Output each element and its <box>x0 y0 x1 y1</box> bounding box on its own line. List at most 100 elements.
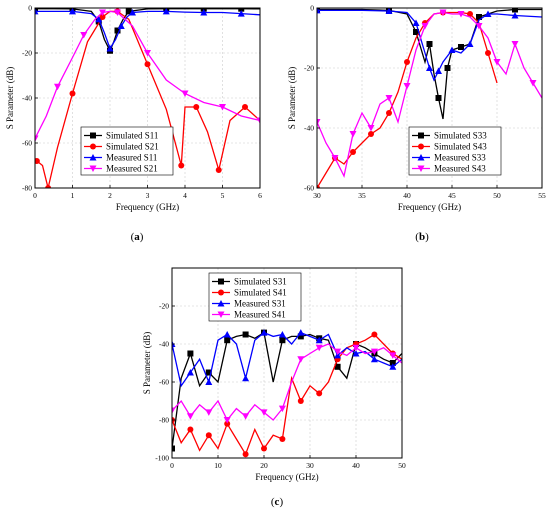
data-point <box>476 14 482 20</box>
legend-label: Simulated S43 <box>434 142 487 152</box>
data-point <box>352 344 360 352</box>
data-point <box>404 59 410 65</box>
data-point <box>114 27 121 34</box>
data-point <box>35 158 40 164</box>
data-point <box>106 45 114 52</box>
data-point <box>54 83 61 91</box>
data-point <box>334 363 341 370</box>
legend-marker <box>90 132 96 139</box>
legend-marker <box>218 289 224 296</box>
data-point <box>260 329 268 336</box>
caption-close: ) <box>425 231 429 243</box>
legend-label: Measured S21 <box>106 164 158 174</box>
data-point <box>114 9 121 16</box>
y-tick-label: -40 <box>159 340 169 349</box>
legend-label: Simulated S21 <box>106 142 159 152</box>
legend-label: Measured S11 <box>106 153 157 163</box>
data-point <box>242 413 250 420</box>
y-tick-label: -60 <box>304 184 314 193</box>
data-point <box>466 40 474 47</box>
y-axis-label: S Parameter (dB) <box>287 67 297 129</box>
data-point <box>205 378 213 385</box>
y-tick-label: 0 <box>310 4 314 13</box>
y-tick-label: -20 <box>304 64 314 73</box>
data-point <box>367 125 375 132</box>
y-tick-label: 0 <box>28 4 32 13</box>
legend-label: Simulated S11 <box>106 131 158 141</box>
x-tick-label: 50 <box>398 461 406 470</box>
data-point <box>69 90 76 97</box>
data-point <box>172 445 175 452</box>
data-point <box>317 8 321 14</box>
legend-marker <box>89 165 97 172</box>
data-point <box>162 8 170 15</box>
data-point <box>297 356 305 363</box>
legend-marker <box>418 143 424 150</box>
panel-caption: (c) <box>271 496 284 508</box>
data-point <box>223 331 231 338</box>
legend-label: Measured S31 <box>234 299 286 309</box>
x-tick-label: 55 <box>538 191 546 200</box>
plot-frame <box>171 267 403 459</box>
caption-close: ) <box>140 231 144 243</box>
data-point <box>99 14 106 20</box>
series-group <box>35 8 260 188</box>
data-point <box>297 329 305 336</box>
caption-close: ) <box>279 496 283 508</box>
x-axis-label: Frequency (GHz) <box>398 202 461 212</box>
data-point <box>144 61 151 68</box>
x-tick-label: 2 <box>108 191 112 200</box>
data-point <box>426 41 433 47</box>
data-point <box>334 351 342 359</box>
data-point <box>368 131 374 137</box>
data-point <box>238 8 245 12</box>
data-point <box>242 374 250 382</box>
data-point <box>186 413 194 420</box>
data-point <box>35 135 39 142</box>
data-point <box>370 348 378 356</box>
data-point <box>352 350 360 357</box>
legend-marker <box>89 154 97 161</box>
data-point <box>279 436 286 442</box>
x-tick-label: 35 <box>358 191 366 200</box>
data-point <box>205 432 212 439</box>
data-point <box>279 337 286 344</box>
x-axis-label: Frequency (GHz) <box>255 472 318 482</box>
data-point <box>435 95 442 101</box>
y-tick-label: -80 <box>22 184 32 193</box>
legend-marker <box>217 311 225 318</box>
data-point <box>200 9 208 16</box>
data-point <box>278 405 286 413</box>
data-point <box>484 10 492 17</box>
data-point <box>187 426 194 433</box>
data-point <box>370 355 378 363</box>
y-tick-label: -40 <box>304 124 314 133</box>
data-point <box>316 390 323 397</box>
data-point <box>278 331 286 338</box>
x-axis-label: Frequency (GHz) <box>116 202 179 212</box>
y-tick-label: -40 <box>22 94 32 103</box>
x-tick-label: 45 <box>448 191 456 200</box>
data-point <box>315 344 323 352</box>
y-tick-label: -100 <box>155 454 169 463</box>
data-point <box>435 67 442 74</box>
data-point <box>458 44 464 50</box>
legend-marker <box>418 132 424 139</box>
legend-label: Simulated S33 <box>434 131 487 141</box>
y-axis-label: S Parameter (dB) <box>5 67 15 129</box>
data-point <box>260 409 268 416</box>
data-point <box>69 8 76 15</box>
data-point <box>334 348 342 356</box>
data-point <box>493 59 501 66</box>
data-point <box>439 9 447 16</box>
x-tick-label: 40 <box>403 191 411 200</box>
x-tick-label: 30 <box>313 191 321 200</box>
series-line-3 <box>317 11 542 178</box>
data-point <box>224 337 231 344</box>
series-group <box>172 329 402 458</box>
x-tick-label: 20 <box>260 461 268 470</box>
chart-b: 30 35 40 45 50 55 -60 -40 -20 0 Frequency (GHz) S P… <box>287 4 546 244</box>
y-tick-label: -60 <box>22 139 32 148</box>
